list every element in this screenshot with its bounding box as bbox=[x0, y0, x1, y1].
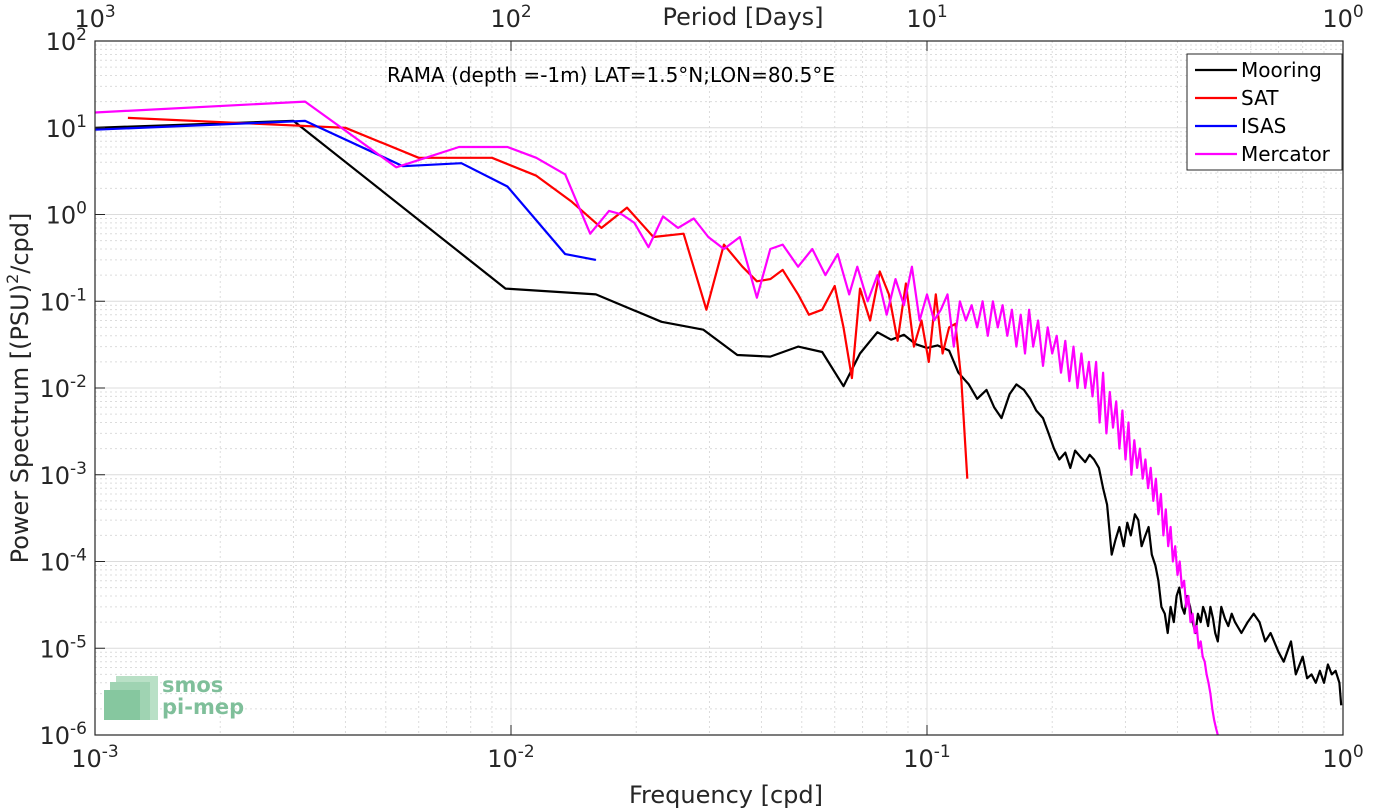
y-tick-label-base: 10 bbox=[40, 722, 71, 750]
top-tick-label: 101 bbox=[906, 2, 947, 33]
x-tick-label: 100 bbox=[1322, 742, 1363, 773]
series-line-isas bbox=[94, 119, 597, 261]
x-tick-label-exponent: 0 bbox=[1353, 742, 1364, 762]
y-axis-label-superscript: 2 bbox=[3, 274, 22, 284]
top-tick-label-base: 10 bbox=[490, 5, 521, 33]
x-tick-label-exponent: -2 bbox=[518, 742, 535, 762]
legend-box bbox=[1186, 53, 1343, 171]
y-tick-label: 10-1 bbox=[40, 285, 88, 316]
top-tick-label-base: 10 bbox=[1322, 5, 1353, 33]
y-tick-label-exponent: 0 bbox=[76, 199, 87, 219]
y-tick-label-base: 10 bbox=[46, 28, 77, 56]
y-tick-label-exponent: -4 bbox=[70, 546, 87, 566]
top-tick-label-exponent: 2 bbox=[521, 2, 532, 22]
x-tick-label-exponent: -1 bbox=[934, 742, 951, 762]
x-tick-label-exponent: -3 bbox=[102, 742, 119, 762]
y-tick-label: 10-3 bbox=[40, 459, 88, 490]
top-tick-label: 100 bbox=[1322, 2, 1363, 33]
top-tick-label-exponent: 0 bbox=[1353, 2, 1364, 22]
x-tick-label-base: 10 bbox=[1322, 745, 1353, 773]
y-tick-label-base: 10 bbox=[40, 549, 71, 577]
y-tick-label-exponent: -6 bbox=[70, 719, 87, 739]
y-axis-label: Power Spectrum [(PSU)2/cpd] bbox=[3, 213, 34, 564]
y-tick-label-base: 10 bbox=[46, 202, 77, 230]
series-line-mercator bbox=[94, 100, 1219, 736]
series-line-sat bbox=[127, 116, 969, 479]
x-axis-label: Frequency [cpd] bbox=[629, 781, 823, 809]
y-tick-label: 10-5 bbox=[40, 632, 88, 663]
top-axis-label: Period [Days] bbox=[662, 3, 823, 31]
x-tick-label: 10-3 bbox=[71, 742, 119, 773]
y-tick-label-exponent: -2 bbox=[70, 372, 87, 392]
legend-label-sat: SAT bbox=[1241, 86, 1279, 110]
smos-pi-mep-logo: smos pi-mep bbox=[104, 673, 244, 720]
y-tick-label-base: 10 bbox=[46, 115, 77, 143]
top-tick-label-exponent: 3 bbox=[105, 2, 116, 22]
y-tick-label-exponent: -5 bbox=[70, 632, 87, 652]
y-tick-label: 10-4 bbox=[40, 546, 88, 577]
y-tick-label: 10-2 bbox=[40, 372, 88, 403]
logo-text-pi-mep: pi-mep bbox=[162, 695, 244, 719]
y-axis-label-tail: /cpd] bbox=[6, 213, 34, 274]
top-tick-label-base: 10 bbox=[906, 5, 937, 33]
y-tick-label-base: 10 bbox=[40, 462, 71, 490]
legend-label-mercator: Mercator bbox=[1241, 142, 1331, 166]
y-tick-label-exponent: 2 bbox=[76, 25, 87, 45]
legend-label-isas: ISAS bbox=[1241, 114, 1286, 138]
top-tick-label-base: 10 bbox=[74, 5, 105, 33]
y-tick-label: 100 bbox=[46, 199, 87, 230]
x-tick-label-base: 10 bbox=[71, 745, 102, 773]
y-tick-label: 10-6 bbox=[40, 719, 88, 750]
logo-mark-front bbox=[104, 690, 140, 720]
y-tick-label: 101 bbox=[46, 112, 87, 143]
y-tick-label-base: 10 bbox=[40, 288, 71, 316]
top-tick-label-exponent: 1 bbox=[937, 2, 948, 22]
top-tick-label: 102 bbox=[490, 2, 531, 33]
y-tick-label: 102 bbox=[46, 25, 87, 56]
y-axis-label-main: Power Spectrum [(PSU) bbox=[6, 284, 34, 563]
chart-annotation: RAMA (depth =-1m) LAT=1.5°N;LON=80.5°E bbox=[387, 63, 835, 87]
x-tick-label: 10-1 bbox=[903, 742, 951, 773]
legend: Mooring SAT ISAS Mercator bbox=[1186, 53, 1343, 171]
x-tick-label-base: 10 bbox=[487, 745, 518, 773]
y-tick-label-exponent: -3 bbox=[70, 459, 87, 479]
logo-text-smos: smos bbox=[162, 673, 223, 697]
x-tick-label-base: 10 bbox=[903, 745, 934, 773]
y-tick-label-exponent: -1 bbox=[70, 285, 87, 305]
y-tick-label-base: 10 bbox=[40, 635, 71, 663]
top-tick-label: 103 bbox=[74, 2, 115, 33]
series-lines bbox=[94, 100, 1343, 736]
x-tick-label: 10-2 bbox=[487, 742, 535, 773]
y-tick-label-base: 10 bbox=[40, 375, 71, 403]
y-tick-label-exponent: 1 bbox=[76, 112, 87, 132]
legend-label-mooring: Mooring bbox=[1241, 58, 1322, 82]
